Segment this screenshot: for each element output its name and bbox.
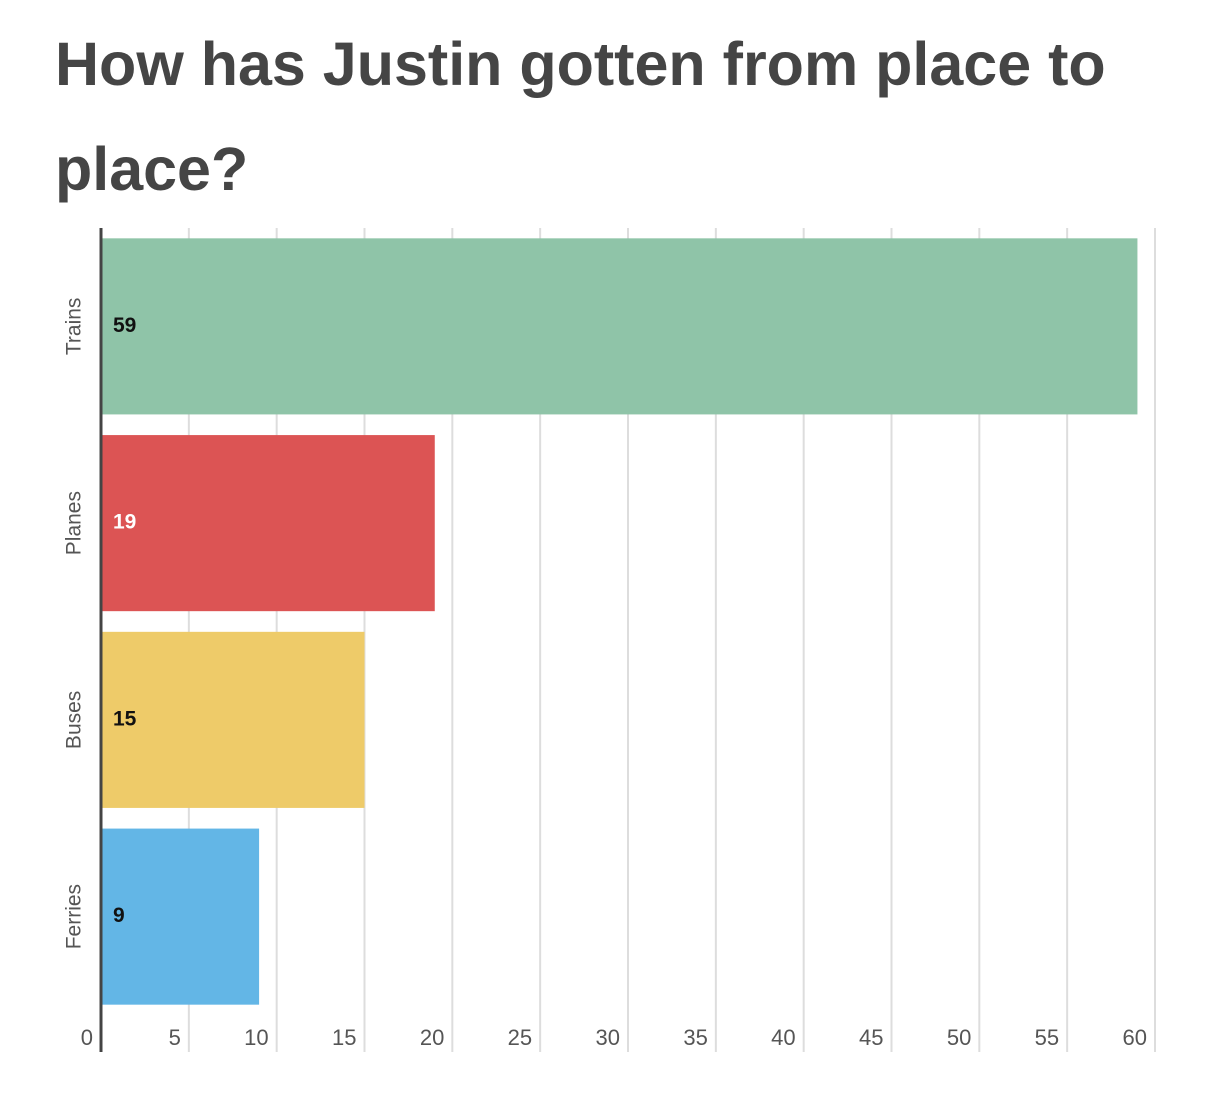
chart-title: How has Justin gotten from place to plac… bbox=[55, 30, 1106, 203]
x-tick-label: 45 bbox=[859, 1025, 883, 1050]
y-tick-label: Trains bbox=[63, 298, 86, 356]
x-tick-label: 30 bbox=[596, 1025, 620, 1050]
bar bbox=[101, 631, 365, 808]
x-tick-label: 60 bbox=[1123, 1025, 1147, 1050]
y-tick-label: Ferries bbox=[63, 884, 86, 949]
x-tick-label: 0 bbox=[81, 1025, 93, 1050]
x-tick-label: 50 bbox=[947, 1025, 971, 1050]
y-tick-label: Planes bbox=[63, 491, 86, 555]
x-tick-label: 55 bbox=[1035, 1025, 1059, 1050]
x-tick-label: 10 bbox=[244, 1025, 268, 1050]
value-label: 59 bbox=[113, 314, 136, 337]
x-tick-label: 35 bbox=[683, 1025, 707, 1050]
x-tick-label: 40 bbox=[771, 1025, 795, 1050]
bar bbox=[101, 238, 1138, 415]
value-label: 9 bbox=[113, 904, 125, 927]
value-label: 15 bbox=[113, 707, 137, 730]
x-tick-label: 5 bbox=[169, 1025, 181, 1050]
x-tick-label: 20 bbox=[420, 1025, 444, 1050]
x-tick-label: 15 bbox=[332, 1025, 356, 1050]
x-tick-label: 25 bbox=[508, 1025, 532, 1050]
bar bbox=[101, 435, 435, 612]
bar bbox=[101, 828, 260, 1005]
value-label: 19 bbox=[113, 511, 136, 534]
y-tick-label: Buses bbox=[63, 691, 86, 749]
